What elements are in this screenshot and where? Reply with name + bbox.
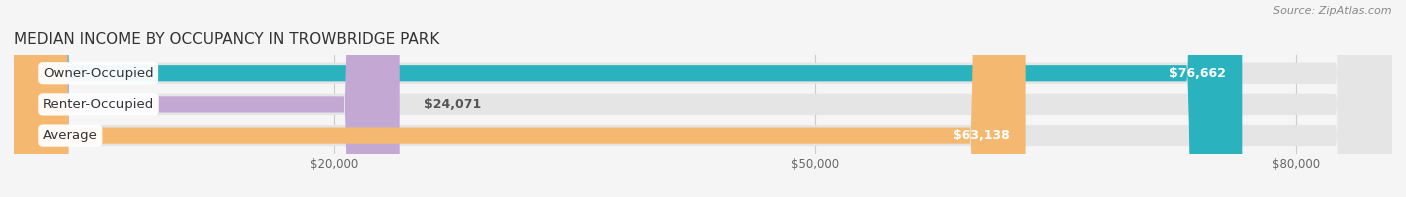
- Text: $63,138: $63,138: [953, 129, 1010, 142]
- FancyBboxPatch shape: [14, 0, 1025, 197]
- FancyBboxPatch shape: [14, 0, 1392, 197]
- FancyBboxPatch shape: [14, 0, 1392, 197]
- Text: Source: ZipAtlas.com: Source: ZipAtlas.com: [1274, 6, 1392, 16]
- FancyBboxPatch shape: [14, 0, 1243, 197]
- Text: $24,071: $24,071: [423, 98, 481, 111]
- Text: Owner-Occupied: Owner-Occupied: [44, 67, 153, 80]
- Text: $76,662: $76,662: [1170, 67, 1226, 80]
- Text: Average: Average: [44, 129, 98, 142]
- Text: Renter-Occupied: Renter-Occupied: [44, 98, 155, 111]
- FancyBboxPatch shape: [14, 0, 399, 197]
- Text: MEDIAN INCOME BY OCCUPANCY IN TROWBRIDGE PARK: MEDIAN INCOME BY OCCUPANCY IN TROWBRIDGE…: [14, 32, 440, 47]
- FancyBboxPatch shape: [14, 0, 1392, 197]
